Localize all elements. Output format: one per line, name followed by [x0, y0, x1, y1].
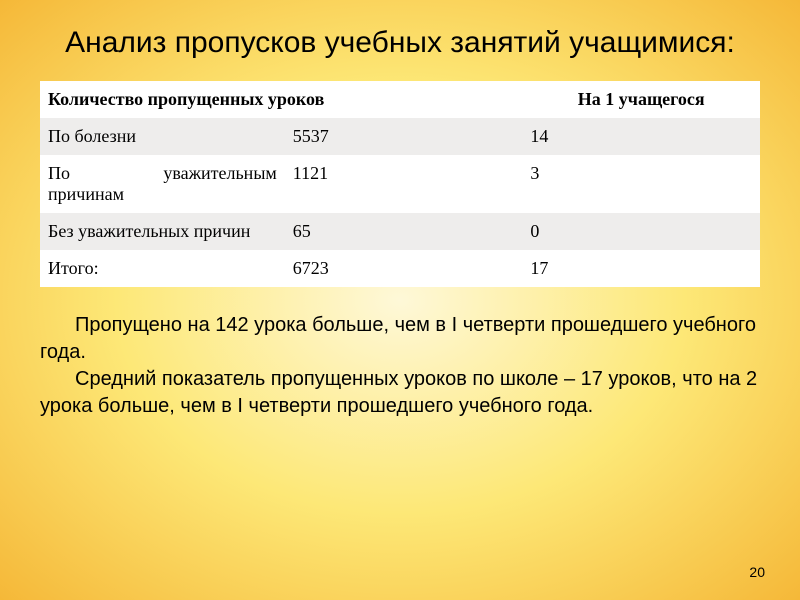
- header-col3: На 1 учащегося: [522, 81, 760, 118]
- row-label: Итого:: [40, 250, 285, 287]
- table-row: По уважительным причинам 1121 3: [40, 155, 760, 213]
- row-label-part2: уважительным: [163, 163, 276, 184]
- row-perstudent: 0: [522, 213, 760, 250]
- page-number: 20: [749, 564, 765, 580]
- row-value: 6723: [285, 250, 523, 287]
- row-label-part1: По: [48, 163, 70, 184]
- table-row: Без уважительных причин 65 0: [40, 213, 760, 250]
- absence-table: Количество пропущенных уроков На 1 учаще…: [40, 81, 760, 287]
- row-value: 65: [285, 213, 523, 250]
- analysis-paragraph: Пропущено на 142 урока больше, чем в I ч…: [40, 312, 760, 420]
- row-value: 5537: [285, 118, 523, 155]
- table-header-row: Количество пропущенных уроков На 1 учаще…: [40, 81, 760, 118]
- table-row: Итого: 6723 17: [40, 250, 760, 287]
- row-perstudent: 14: [522, 118, 760, 155]
- row-perstudent: 3: [522, 155, 760, 213]
- paragraph-line2: Средний показатель пропущенных уроков по…: [40, 366, 760, 420]
- row-perstudent: 17: [522, 250, 760, 287]
- table-row: По болезни 5537 14: [40, 118, 760, 155]
- row-label: Без уважительных причин: [40, 213, 285, 250]
- paragraph-line1: Пропущено на 142 урока больше, чем в I ч…: [40, 312, 760, 366]
- slide-title: Анализ пропусков учебных занятий учащими…: [40, 25, 760, 61]
- row-label: По уважительным причинам: [40, 155, 285, 213]
- row-label-line2: причинам: [48, 184, 277, 205]
- header-col1: Количество пропущенных уроков: [40, 81, 522, 118]
- row-label: По болезни: [40, 118, 285, 155]
- row-value: 1121: [285, 155, 523, 213]
